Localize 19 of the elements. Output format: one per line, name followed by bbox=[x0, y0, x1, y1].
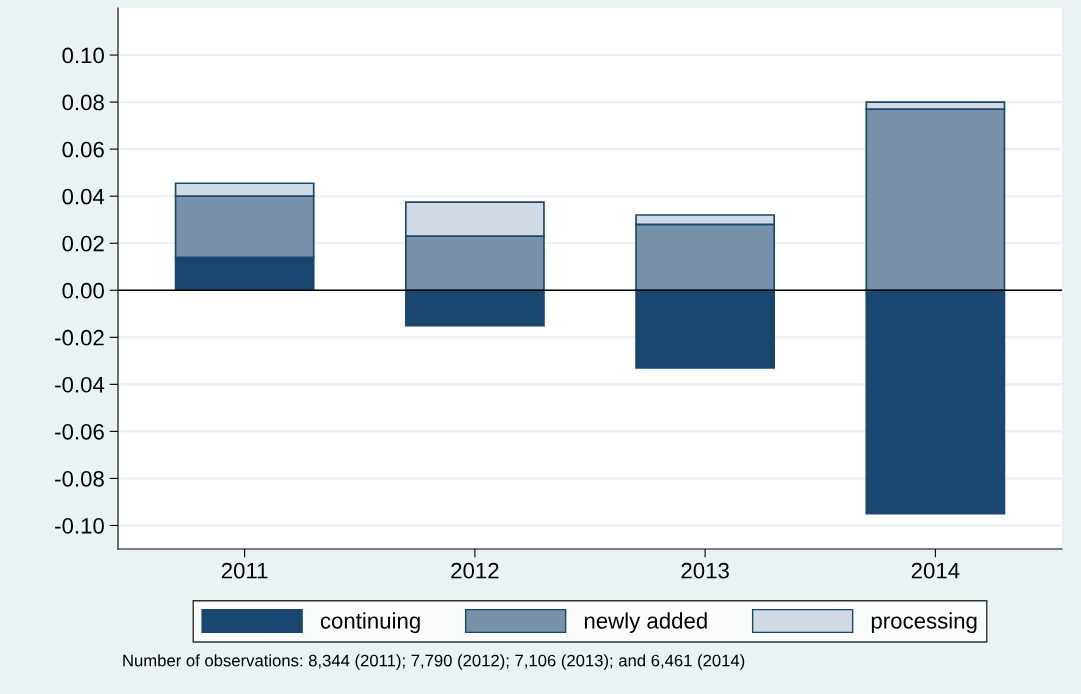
legend-label: continuing bbox=[320, 612, 420, 634]
legend-label: processing bbox=[871, 612, 977, 634]
y-tick-label: -0.02 bbox=[55, 329, 104, 346]
y-tick-label: 0.04 bbox=[62, 188, 105, 205]
x-tick-label: 2012 bbox=[451, 562, 499, 579]
y-tick-label: 0.00 bbox=[62, 282, 104, 299]
x-tick-label: 2013 bbox=[681, 562, 729, 579]
y-tick-label: -0.10 bbox=[55, 518, 104, 534]
y-tick-label: -0.08 bbox=[55, 470, 104, 487]
legend-label: newly added bbox=[584, 612, 707, 634]
y-tick-label: -0.06 bbox=[55, 423, 104, 440]
x-tick-label: 2011 bbox=[221, 562, 268, 579]
text: Number of observations: 8,344 (2011); 7,790 (2012); 7,106 (2013); and 6,461 (2014) bbox=[123, 654, 745, 670]
y-tick-label: 0.10 bbox=[62, 47, 104, 64]
y-tick-label: 0.02 bbox=[62, 235, 104, 252]
y-tick-label: 0.06 bbox=[62, 141, 104, 158]
x-tick-label: 2014 bbox=[911, 562, 960, 579]
y-tick-label: 0.08 bbox=[62, 94, 104, 111]
y-tick-label: -0.04 bbox=[55, 376, 105, 393]
